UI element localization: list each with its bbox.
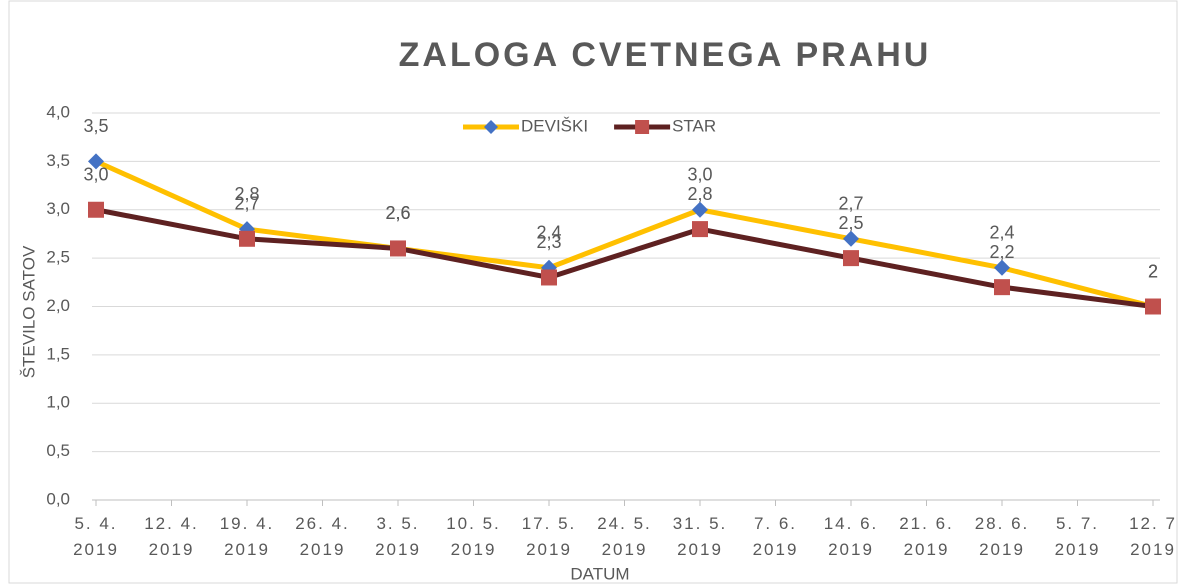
y-axis-label: ŠTEVILO SATOV <box>19 245 38 378</box>
legend-marker <box>484 120 498 134</box>
legend-marker <box>635 120 650 134</box>
data-label: 2,5 <box>838 213 863 233</box>
x-tick-label: 7. 6. 2019 <box>753 514 799 559</box>
y-tick-label: 4,0 <box>46 102 70 121</box>
chart-title: ZALOGA CVETNEGA PRAHU <box>399 36 932 74</box>
x-axis-label: DATUM <box>570 564 629 583</box>
data-label: 2 <box>1148 261 1158 281</box>
chart-border <box>8 0 1178 584</box>
data-label: 2,4 <box>989 223 1014 243</box>
marker <box>994 259 1010 276</box>
data-label: 2,7 <box>234 194 259 214</box>
marker <box>541 269 557 286</box>
series-line <box>94 159 1154 309</box>
y-tick-label: 2,0 <box>46 296 70 315</box>
legend-label: DEVIŠKI <box>521 116 588 135</box>
y-tick-label: 1,5 <box>46 344 70 363</box>
data-label: 3,5 <box>83 116 108 136</box>
marker <box>88 153 104 170</box>
y-tick-label: 2,5 <box>46 248 70 267</box>
y-tick-label: 0,0 <box>46 489 70 508</box>
marker <box>1145 298 1161 315</box>
data-label: 2,8 <box>687 184 712 204</box>
marker <box>692 221 708 238</box>
x-tick-label: 28. 6. 2019 <box>975 514 1030 559</box>
x-tick-label: 26. 4. 2019 <box>295 514 350 559</box>
legend-label: STAR <box>672 116 716 135</box>
data-label: 2,8 <box>234 184 259 204</box>
data-label: 2,6 <box>385 203 410 223</box>
marker <box>390 240 406 257</box>
y-tick-label: 0,5 <box>46 441 70 460</box>
marker <box>994 279 1010 296</box>
x-tick-label: 31. 5. 2019 <box>673 514 728 559</box>
data-label: 3,0 <box>83 165 108 185</box>
x-tick-label: 10. 5. 2019 <box>446 514 501 559</box>
data-label: 3,0 <box>687 165 712 185</box>
y-tick-label: 3,0 <box>46 199 70 218</box>
x-tick-label: 21. 6. 2019 <box>899 514 954 559</box>
data-label: 2,3 <box>536 232 561 252</box>
series-line <box>95 207 1154 309</box>
x-tick-label: 24. 5. 2019 <box>597 514 652 559</box>
data-label: 2 <box>1148 261 1158 281</box>
x-tick-label: 3. 5. 2019 <box>375 514 421 559</box>
x-tick-label: 12. 4. 2019 <box>144 514 199 559</box>
marker <box>88 201 104 218</box>
marker <box>843 230 859 247</box>
marker <box>692 201 708 218</box>
data-label: 2,4 <box>536 223 561 243</box>
marker <box>239 230 255 247</box>
data-label: 2,7 <box>838 194 863 214</box>
y-tick-label: 3,5 <box>46 151 70 170</box>
data-label: 2,2 <box>989 242 1014 262</box>
x-tick-label: 17. 5. 2019 <box>522 514 577 559</box>
x-tick-label: 19. 4. 2019 <box>220 514 275 559</box>
data-label: 2,6 <box>385 203 410 223</box>
x-tick-label: 5. 4. 2019 <box>73 514 119 559</box>
y-tick-label: 1,0 <box>46 393 70 412</box>
x-tick-label: 5. 7. 2019 <box>1055 514 1101 559</box>
marker <box>843 250 859 267</box>
x-tick-label: 12. 7 2019 <box>1129 514 1177 559</box>
x-tick-label: 14. 6. 2019 <box>824 514 879 559</box>
